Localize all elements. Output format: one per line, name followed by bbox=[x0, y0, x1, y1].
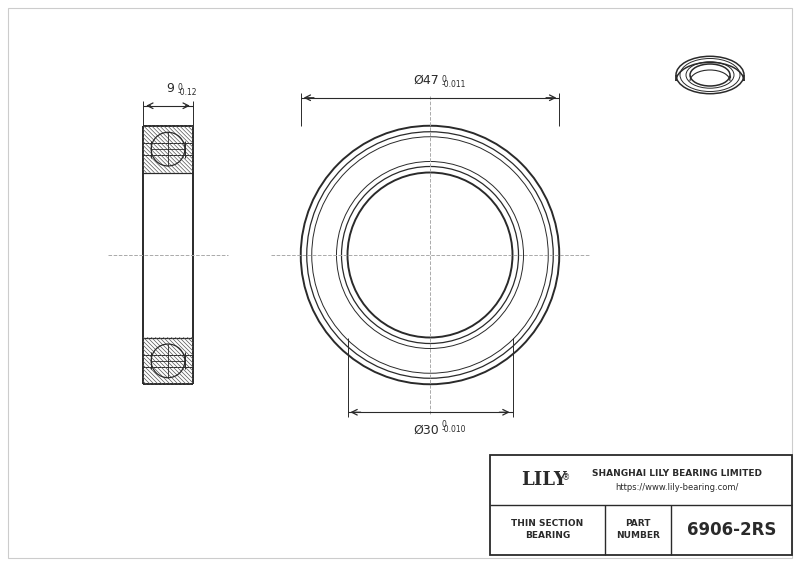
Text: BEARING: BEARING bbox=[525, 531, 570, 541]
Text: 9: 9 bbox=[166, 82, 174, 95]
Text: 0: 0 bbox=[442, 420, 447, 429]
Text: NUMBER: NUMBER bbox=[616, 531, 660, 541]
Bar bbox=[490, 455, 792, 555]
Text: LILY: LILY bbox=[522, 471, 567, 489]
Text: ®: ® bbox=[562, 473, 570, 482]
Text: -0.011: -0.011 bbox=[442, 80, 466, 89]
Text: -0.12: -0.12 bbox=[178, 88, 198, 97]
Text: https://www.lily-bearing.com/: https://www.lily-bearing.com/ bbox=[615, 482, 739, 491]
Text: 6906-2RS: 6906-2RS bbox=[687, 521, 776, 539]
Text: Ø30: Ø30 bbox=[413, 423, 439, 436]
Text: SHANGHAI LILY BEARING LIMITED: SHANGHAI LILY BEARING LIMITED bbox=[592, 470, 762, 478]
Text: Ø47: Ø47 bbox=[413, 74, 439, 87]
Text: THIN SECTION: THIN SECTION bbox=[511, 520, 583, 529]
Text: 0: 0 bbox=[442, 75, 447, 84]
Text: PART: PART bbox=[626, 520, 650, 529]
Text: -0.010: -0.010 bbox=[442, 425, 466, 434]
Text: 0: 0 bbox=[178, 83, 183, 92]
